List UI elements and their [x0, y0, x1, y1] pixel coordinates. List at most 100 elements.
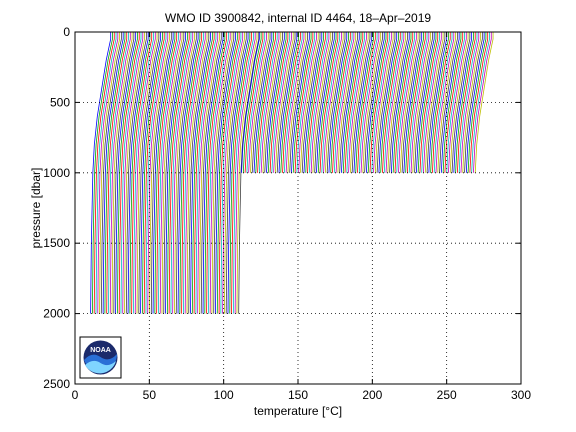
profile-line	[339, 32, 358, 173]
profile-line	[371, 32, 390, 173]
profile-line	[116, 32, 138, 314]
profile-line	[200, 32, 222, 314]
profile-line	[120, 32, 142, 314]
profile-line	[285, 32, 305, 173]
profile-line	[298, 32, 317, 173]
profile-line	[269, 32, 289, 173]
profile-line	[430, 32, 449, 173]
profile-line	[204, 32, 226, 314]
profile-line	[241, 32, 260, 173]
profile-line	[168, 32, 190, 314]
profile-line	[417, 32, 437, 173]
profile-line	[399, 32, 419, 173]
profile-line	[152, 32, 174, 314]
y-tick-label: 0	[63, 25, 70, 39]
profile-line	[462, 32, 481, 173]
profile-line	[266, 32, 285, 173]
y-axis-label: pressure [dbar]	[29, 168, 43, 249]
profile-line	[342, 32, 362, 173]
profile-line	[197, 32, 219, 314]
profile-line	[291, 32, 310, 173]
profile-line	[275, 32, 294, 173]
profile-line	[382, 32, 401, 173]
profile-line	[380, 32, 399, 173]
profile-line	[242, 32, 262, 173]
profile-line	[134, 32, 156, 314]
profile-line	[433, 32, 453, 173]
profile-line	[97, 32, 119, 314]
profile-line	[403, 32, 423, 173]
profile-line	[143, 32, 165, 314]
profile-line	[373, 32, 392, 173]
profile-line	[408, 32, 428, 173]
profile-line	[244, 32, 264, 173]
profile-line	[294, 32, 314, 173]
profile-line	[213, 32, 235, 314]
profile-line	[376, 32, 396, 173]
profile-line	[234, 32, 256, 314]
profile-line	[446, 32, 465, 173]
profile-line	[365, 32, 385, 173]
profile-line	[250, 32, 269, 173]
profile-line	[360, 32, 380, 173]
profile-line	[344, 32, 364, 173]
profile-line	[188, 32, 210, 314]
profile-line	[156, 32, 178, 314]
y-tick-label: 1000	[43, 166, 70, 180]
y-axis: 0 500 1000 1500 2000 2500	[43, 25, 521, 391]
y-tick-label: 500	[50, 95, 70, 109]
profile-line	[91, 32, 113, 314]
noaa-logo-text: NOAA	[90, 347, 111, 354]
profile-line	[337, 32, 357, 173]
profile-line	[389, 32, 408, 173]
chart-title: WMO ID 3900842, internal ID 4464, 18–Apr…	[165, 11, 431, 25]
profile-line	[271, 32, 291, 173]
x-tick-label: 250	[437, 388, 457, 402]
profile-line	[177, 32, 199, 314]
profile-line	[150, 32, 172, 314]
profile-line	[207, 32, 229, 314]
profile-line	[260, 32, 280, 173]
profile-line	[257, 32, 276, 173]
profile-line	[328, 32, 348, 173]
x-tick-label: 300	[511, 388, 531, 402]
profile-line	[378, 32, 398, 173]
profile-line	[474, 32, 494, 173]
profile-line	[104, 32, 126, 314]
profile-line	[161, 32, 183, 314]
x-axis: 0 50 100 150 200 250 300	[72, 32, 531, 402]
profile-line	[330, 32, 349, 173]
profile-line	[341, 32, 360, 173]
profile-line	[351, 32, 371, 173]
profile-line	[211, 32, 233, 314]
profile-line	[127, 32, 149, 314]
profile-line	[456, 32, 476, 173]
profile-line	[165, 32, 187, 314]
profile-line	[283, 32, 303, 173]
profile-line	[175, 32, 197, 314]
profile-line	[287, 32, 307, 173]
profile-line	[390, 32, 410, 173]
profile-line	[199, 32, 220, 314]
profile-line	[253, 32, 273, 173]
profile-line	[333, 32, 353, 173]
x-tick-label: 150	[288, 388, 308, 402]
profile-line	[353, 32, 373, 173]
profile-line	[387, 32, 407, 173]
profile-line	[358, 32, 378, 173]
profile-line	[299, 32, 319, 173]
profile-line	[398, 32, 417, 173]
profile-line	[312, 32, 332, 173]
profile-line	[310, 32, 330, 173]
profile-line	[255, 32, 275, 173]
profile-line	[166, 32, 188, 314]
profile-line	[458, 32, 478, 173]
y-tick-label: 2000	[43, 307, 70, 321]
profile-line	[303, 32, 323, 173]
profile-line	[179, 32, 201, 314]
profile-line	[442, 32, 462, 173]
x-tick-label: 0	[72, 388, 79, 402]
profile-line	[415, 32, 435, 173]
profile-line	[163, 32, 185, 314]
